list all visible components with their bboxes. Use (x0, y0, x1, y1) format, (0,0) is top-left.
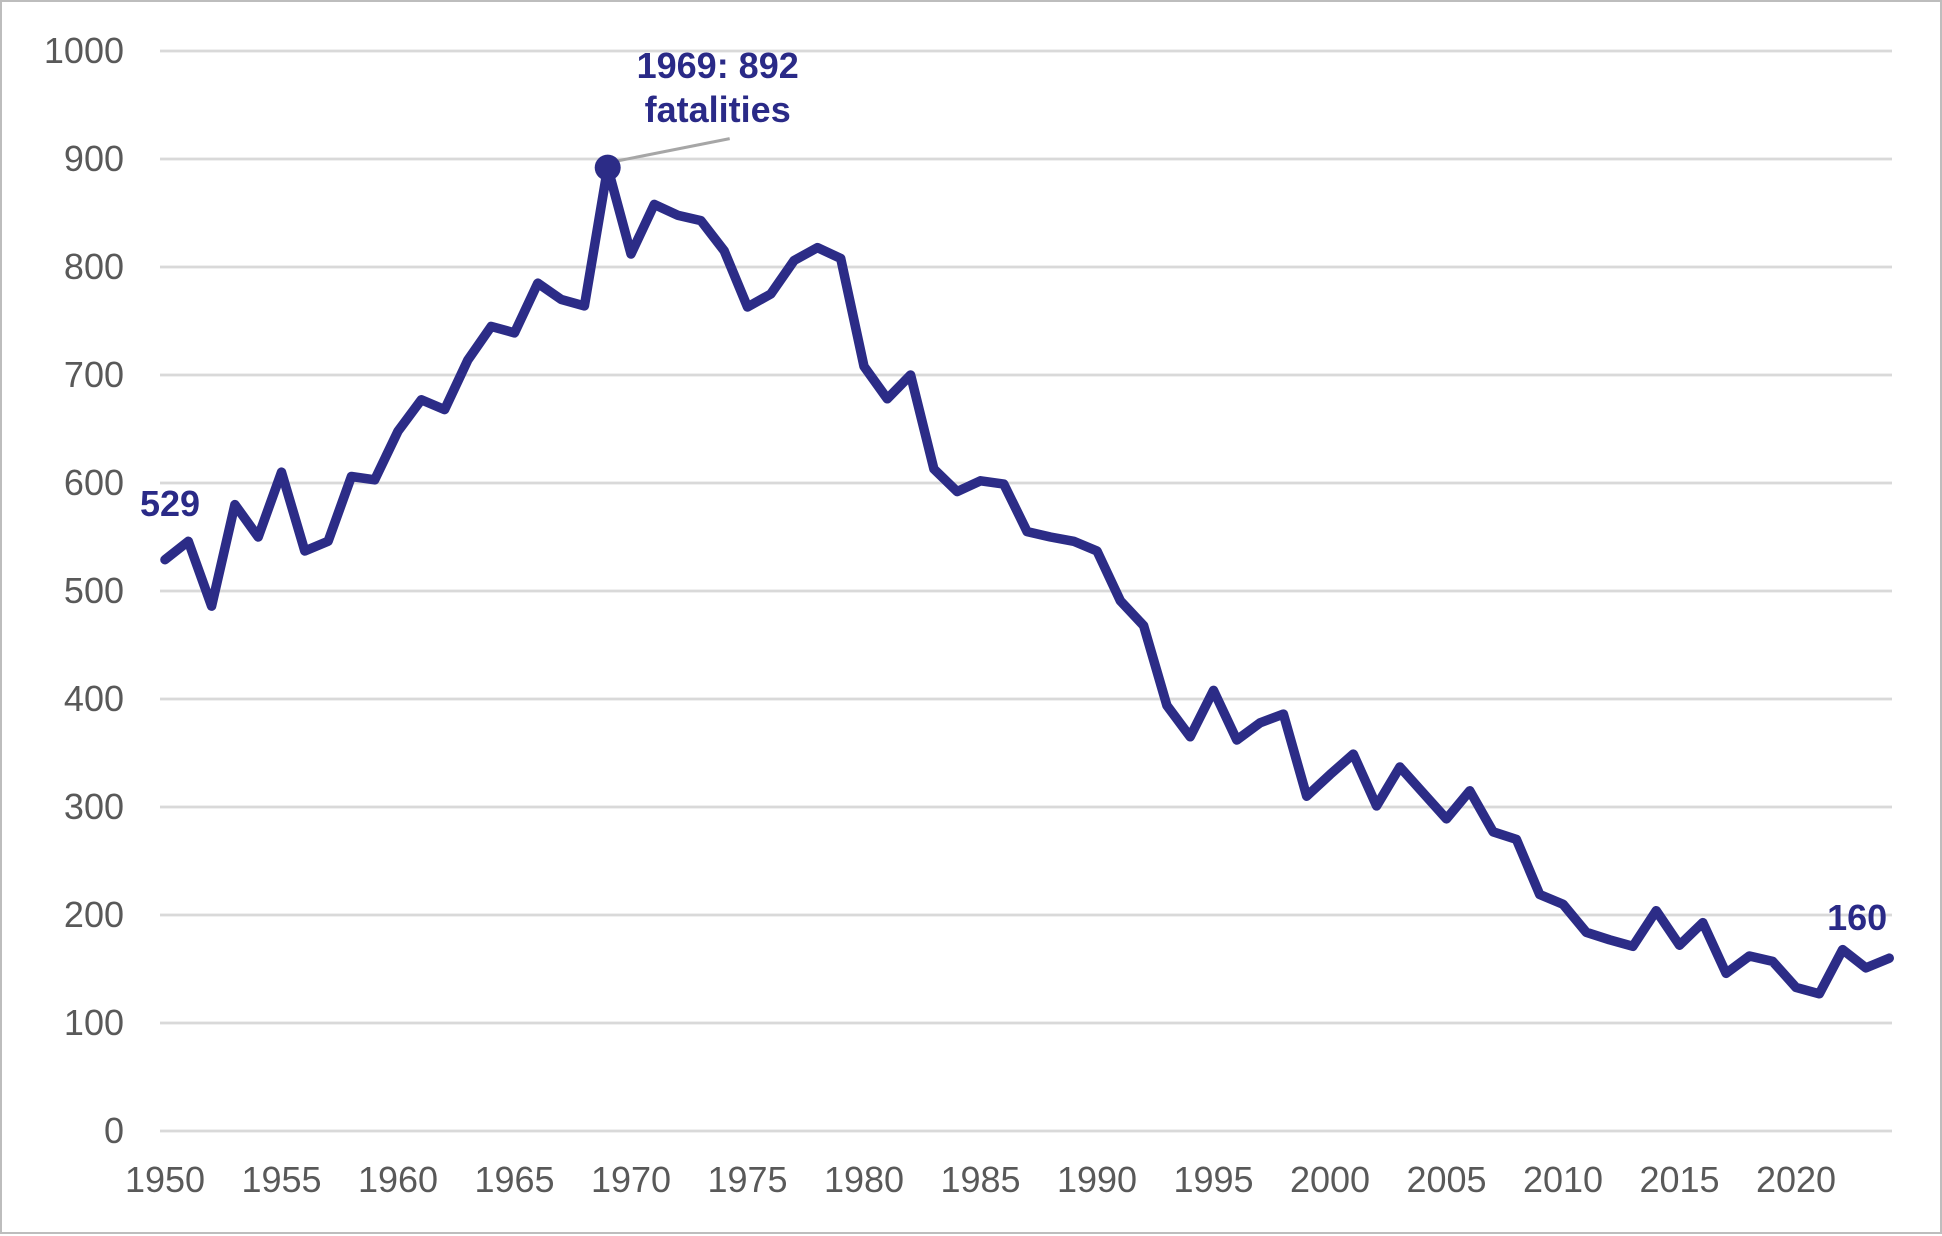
peak-marker-1969 (594, 154, 621, 181)
y-tick-label: 300 (63, 786, 124, 827)
x-tick-label: 1980 (823, 1159, 905, 1200)
x-tick-label: 1965 (474, 1159, 555, 1200)
x-tick-label: 1955 (241, 1159, 322, 1200)
y-tick-label: 1000 (43, 30, 124, 71)
x-tick-label: 2000 (1289, 1159, 1371, 1200)
annotation-leader-line (613, 137, 730, 164)
fatalities-line-series (160, 162, 1894, 999)
y-tick-label: 0 (103, 1110, 124, 1151)
x-tick-label: 2020 (1755, 1159, 1837, 1200)
x-tick-label: 1950 (124, 1159, 206, 1200)
peak-annotation: 1969: 892 fatalities (468, 44, 968, 132)
peak-annotation-line1: 1969: 892 (636, 45, 799, 86)
gridlines (160, 49, 1892, 1133)
x-tick-label: 2010 (1522, 1159, 1604, 1200)
x-tick-label: 1960 (357, 1159, 439, 1200)
x-tick-label: 2015 (1639, 1159, 1720, 1200)
y-tick-label: 800 (63, 246, 124, 287)
start-value-label: 529 (139, 482, 201, 524)
y-tick-label: 700 (63, 354, 124, 395)
y-tick-label: 100 (63, 1002, 124, 1043)
x-tick-label: 1985 (940, 1159, 1021, 1200)
peak-annotation-line2: fatalities (644, 89, 791, 130)
y-tick-label: 500 (63, 570, 124, 611)
x-tick-label: 1975 (707, 1159, 788, 1200)
x-tick-label: 1990 (1056, 1159, 1138, 1200)
y-tick-label: 400 (63, 678, 124, 719)
x-tick-label: 2005 (1406, 1159, 1487, 1200)
y-tick-label: 200 (63, 894, 124, 935)
y-tick-label: 900 (63, 138, 124, 179)
y-tick-label: 600 (63, 462, 124, 503)
x-tick-label: 1995 (1173, 1159, 1254, 1200)
x-tick-label: 1970 (590, 1159, 672, 1200)
end-value-label: 160 (1827, 897, 1888, 939)
